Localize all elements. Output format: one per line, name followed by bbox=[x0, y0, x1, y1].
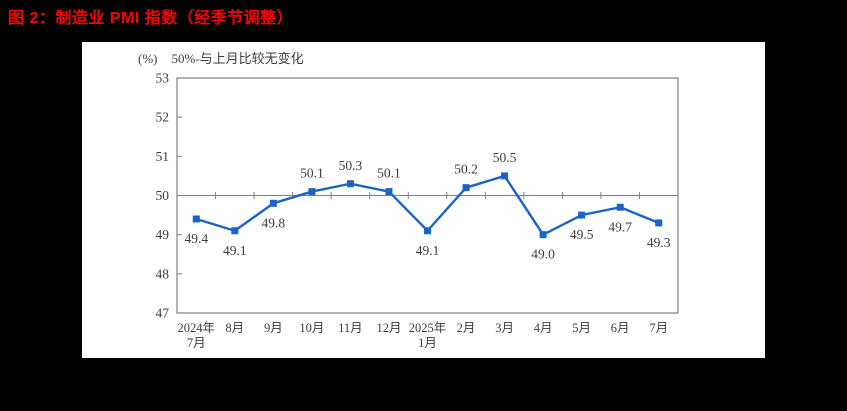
x-axis-label: 3月 bbox=[495, 321, 514, 335]
data-point-marker bbox=[539, 231, 547, 239]
data-point-label: 49.8 bbox=[262, 215, 286, 230]
y-axis-label: 47 bbox=[156, 306, 170, 321]
x-axis-label: 1月 bbox=[418, 336, 437, 350]
chart-panel: (%) 50%-与上月比较无变化 47 48 49 50 51 52 53 2024年 7月 8月 9… bbox=[82, 42, 765, 358]
data-point-marker bbox=[346, 180, 354, 188]
x-axis-label: 11月 bbox=[338, 321, 363, 335]
data-point-label: 50.5 bbox=[493, 150, 517, 165]
reference-line-note: 50%-与上月比较无变化 bbox=[171, 51, 304, 66]
y-axis-label: 50 bbox=[156, 188, 170, 203]
data-point-label: 49.0 bbox=[531, 247, 555, 262]
data-point-marker bbox=[192, 215, 200, 223]
x-axis-label: 7月 bbox=[649, 321, 668, 335]
data-point-label: 50.3 bbox=[339, 158, 363, 173]
x-axis-label: 12月 bbox=[376, 321, 401, 335]
x-axis-label: 10月 bbox=[299, 321, 324, 335]
x-axis-label: 5月 bbox=[572, 321, 591, 335]
data-point-label: 50.2 bbox=[454, 162, 478, 177]
data-point-label: 49.5 bbox=[570, 227, 594, 242]
data-point-marker bbox=[424, 227, 431, 235]
x-axis-label: 6月 bbox=[611, 321, 630, 335]
data-point-label: 49.1 bbox=[416, 243, 440, 258]
data-point-label: 49.7 bbox=[608, 219, 632, 234]
y-axis-unit-label: (%) bbox=[138, 51, 158, 66]
data-point-label: 49.3 bbox=[647, 235, 671, 250]
y-axis-label: 48 bbox=[156, 266, 170, 281]
x-axis-label: 9月 bbox=[264, 321, 283, 335]
x-axis-label: 4月 bbox=[534, 321, 553, 335]
x-axis-label: 2024年 bbox=[178, 321, 216, 335]
data-point-marker bbox=[462, 184, 470, 192]
data-point-label: 50.1 bbox=[377, 166, 401, 181]
y-axis-label: 53 bbox=[156, 71, 170, 86]
x-axis-label: 2025年 bbox=[409, 321, 447, 335]
figure-title: 图 2：制造业 PMI 指数（经季节调整） bbox=[8, 10, 294, 27]
data-point-label: 50.1 bbox=[300, 166, 324, 181]
y-axis-label: 51 bbox=[156, 149, 170, 164]
data-point-marker bbox=[231, 227, 239, 235]
data-point-marker bbox=[501, 172, 509, 180]
x-axis-label: 7月 bbox=[187, 336, 206, 350]
data-point-marker bbox=[269, 199, 277, 207]
data-point-marker bbox=[616, 203, 624, 211]
data-point-label: 49.1 bbox=[223, 243, 247, 258]
data-point-marker bbox=[578, 211, 586, 219]
chart-subtitle: (%) 50%-与上月比较无变化 bbox=[138, 48, 304, 67]
x-axis-label: 8月 bbox=[225, 321, 244, 335]
data-point-marker bbox=[385, 188, 393, 196]
y-axis-label: 52 bbox=[156, 110, 170, 125]
x-axis-label: 2月 bbox=[457, 321, 476, 335]
y-axis-label: 49 bbox=[156, 227, 170, 242]
data-point-label: 49.4 bbox=[184, 231, 208, 246]
data-point-marker bbox=[308, 188, 316, 196]
data-point-marker bbox=[655, 219, 663, 227]
